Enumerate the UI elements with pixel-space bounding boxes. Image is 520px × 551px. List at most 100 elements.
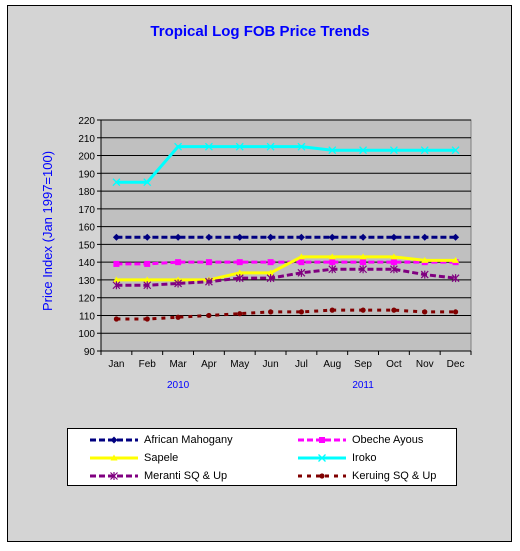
y-tick-label: 220 bbox=[78, 116, 95, 127]
data-point bbox=[328, 253, 336, 260]
legend-item: Iroko bbox=[296, 449, 376, 467]
data-point bbox=[236, 259, 243, 266]
data-point bbox=[420, 146, 429, 155]
data-point bbox=[267, 233, 275, 241]
data-point bbox=[421, 256, 429, 263]
legend-label: Obeche Ayous bbox=[352, 434, 424, 446]
data-point bbox=[297, 142, 306, 151]
y-tick-label: 120 bbox=[78, 294, 95, 305]
data-point bbox=[390, 259, 397, 266]
series-iroko bbox=[112, 142, 460, 187]
data-point bbox=[144, 260, 151, 267]
data-point bbox=[235, 274, 244, 283]
x-tick-label: Feb bbox=[139, 359, 157, 370]
y-tick-label: 170 bbox=[78, 205, 95, 216]
data-point bbox=[205, 259, 212, 266]
data-point bbox=[452, 256, 460, 263]
data-point bbox=[205, 233, 213, 241]
data-point bbox=[319, 437, 325, 443]
y-tick-label: 180 bbox=[78, 187, 95, 198]
data-point bbox=[421, 233, 429, 241]
legend-swatch bbox=[298, 437, 346, 443]
data-point bbox=[112, 276, 120, 283]
series-line bbox=[116, 255, 456, 282]
x-tick-label: May bbox=[230, 359, 249, 370]
y-tick-label: 130 bbox=[78, 276, 95, 287]
data-point bbox=[175, 259, 182, 266]
data-point bbox=[175, 314, 181, 320]
data-point bbox=[451, 274, 460, 283]
x-tick-label: Nov bbox=[416, 359, 434, 370]
x-tick-label: Jan bbox=[108, 359, 124, 370]
data-point bbox=[389, 265, 398, 274]
data-point bbox=[174, 279, 183, 288]
data-point bbox=[390, 253, 398, 260]
legend-swatch bbox=[298, 454, 346, 462]
data-point bbox=[391, 307, 397, 313]
y-tick-label: 190 bbox=[78, 169, 95, 180]
y-tick-label: 110 bbox=[79, 311, 95, 322]
x-tick-label: Sep bbox=[354, 359, 372, 370]
legend-label: Keruing SQ & Up bbox=[352, 470, 437, 482]
data-point bbox=[174, 233, 182, 241]
y-tick-label: 100 bbox=[78, 329, 95, 340]
y-tick-label: 210 bbox=[78, 134, 95, 145]
data-point bbox=[328, 233, 336, 241]
y-axis-label: Price Index (Jan 1997=100) bbox=[40, 151, 55, 311]
data-point bbox=[204, 277, 213, 286]
data-point bbox=[144, 316, 150, 322]
data-point bbox=[266, 142, 275, 151]
y-tick-label: 160 bbox=[78, 223, 95, 234]
y-tick-label: 200 bbox=[78, 152, 95, 163]
y-tick-label: 90 bbox=[84, 347, 96, 358]
data-point bbox=[318, 454, 326, 462]
data-point bbox=[359, 253, 367, 260]
series-meranti-sq-up bbox=[112, 265, 460, 290]
data-point bbox=[267, 309, 274, 315]
data-point bbox=[267, 259, 274, 266]
data-point bbox=[329, 259, 336, 266]
series-line bbox=[116, 267, 456, 287]
data-point bbox=[359, 233, 367, 241]
data-point bbox=[329, 307, 335, 313]
data-point bbox=[452, 309, 459, 315]
data-point bbox=[112, 281, 121, 290]
data-point bbox=[110, 454, 118, 461]
legend-label: Iroko bbox=[352, 452, 377, 464]
series-african-mahogany bbox=[112, 233, 460, 241]
data-point bbox=[236, 233, 244, 241]
legend-swatch bbox=[90, 472, 138, 480]
data-point bbox=[422, 309, 428, 315]
data-point bbox=[328, 146, 337, 155]
data-point bbox=[112, 233, 120, 241]
year-label: 2010 bbox=[167, 380, 190, 391]
series-line bbox=[116, 145, 456, 184]
data-point bbox=[297, 253, 305, 260]
data-point bbox=[143, 178, 152, 187]
data-point bbox=[266, 274, 275, 283]
plot-area bbox=[100, 119, 472, 352]
legend-label: Meranti SQ & Up bbox=[144, 470, 228, 482]
data-point bbox=[143, 281, 152, 290]
data-point bbox=[113, 316, 120, 322]
x-tick-label: Apr bbox=[201, 359, 217, 370]
legend-item: Meranti SQ & Up bbox=[88, 467, 227, 485]
data-point bbox=[206, 312, 212, 319]
data-point bbox=[328, 265, 337, 274]
year-label: 2011 bbox=[352, 380, 374, 391]
data-point bbox=[110, 436, 118, 444]
data-point bbox=[267, 269, 275, 276]
legend: African Mahogany Obeche Ayous Sapele Iroko M… bbox=[67, 428, 457, 486]
data-point bbox=[359, 265, 368, 274]
data-point bbox=[319, 473, 325, 479]
data-point bbox=[451, 146, 460, 155]
data-point bbox=[297, 233, 305, 241]
data-point bbox=[420, 270, 429, 279]
data-point bbox=[204, 142, 213, 151]
legend-swatch bbox=[90, 454, 138, 461]
legend-item: Keruing SQ & Up bbox=[296, 467, 436, 485]
data-point bbox=[359, 146, 368, 155]
legend-item: Obeche Ayous bbox=[296, 431, 423, 449]
data-point bbox=[452, 233, 460, 241]
